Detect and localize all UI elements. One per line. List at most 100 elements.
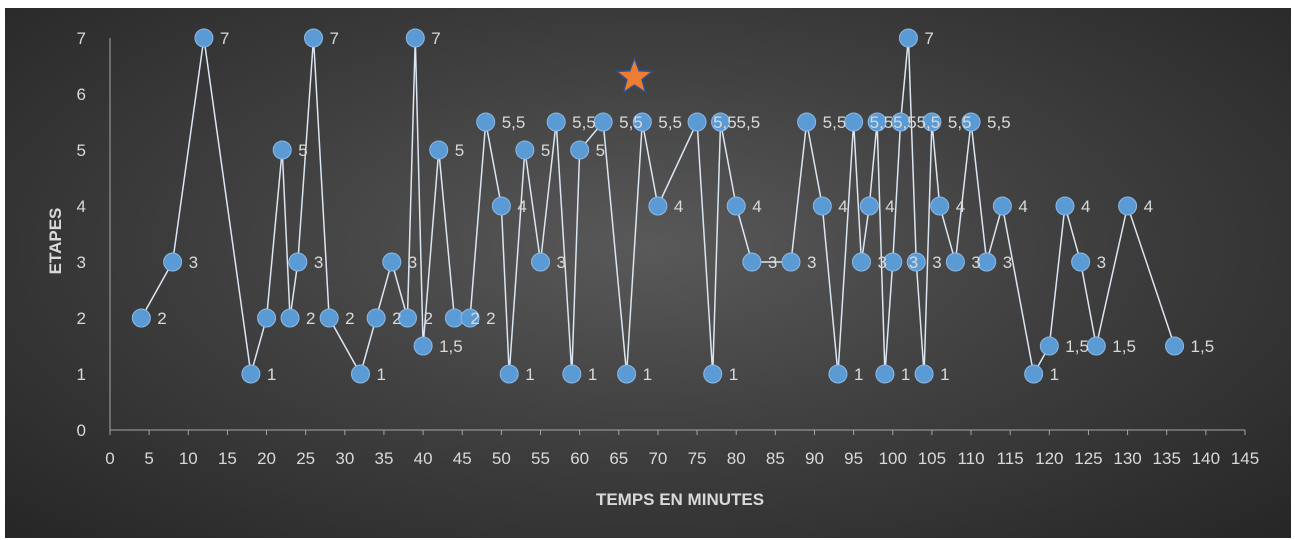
y-tick-label: 6 xyxy=(77,85,86,104)
data-label: 5,5 xyxy=(870,113,894,132)
data-point[interactable] xyxy=(1039,336,1059,356)
data-point[interactable] xyxy=(1118,196,1138,216)
data-label: 2 xyxy=(157,309,166,328)
x-tick-label: 25 xyxy=(296,449,315,468)
data-point[interactable] xyxy=(304,28,324,48)
data-label: 5,5 xyxy=(502,113,526,132)
data-point[interactable] xyxy=(844,112,864,132)
data-point[interactable] xyxy=(194,28,214,48)
scatter-chart: 0 5 10 15 20 25 30 35 40 45 50 55 60 65 70 75 80 85 90 95 10… xyxy=(46,28,1259,509)
y-tick-label: 5 xyxy=(77,141,86,160)
data-point[interactable] xyxy=(961,112,981,132)
data-point[interactable] xyxy=(405,28,425,48)
data-point[interactable] xyxy=(1086,336,1106,356)
data-point[interactable] xyxy=(812,196,832,216)
data-label: 1 xyxy=(525,365,534,384)
x-tick-label: 40 xyxy=(414,449,433,468)
data-label: 1,5 xyxy=(1112,337,1136,356)
data-label: 3 xyxy=(557,253,566,272)
data-point[interactable] xyxy=(319,308,339,328)
data-point[interactable] xyxy=(562,364,582,384)
data-point[interactable] xyxy=(703,364,723,384)
data-label: 3 xyxy=(909,253,918,272)
data-label: 4 xyxy=(885,197,894,216)
data-point[interactable] xyxy=(977,252,997,272)
data-point[interactable] xyxy=(632,112,652,132)
data-point[interactable] xyxy=(476,112,496,132)
data-point[interactable] xyxy=(726,196,746,216)
data-label: 3 xyxy=(314,253,323,272)
data-point[interactable] xyxy=(288,252,308,272)
data-point[interactable] xyxy=(648,196,668,216)
data-point[interactable] xyxy=(914,364,934,384)
data-point[interactable] xyxy=(797,112,817,132)
data-point[interactable] xyxy=(531,252,551,272)
data-point[interactable] xyxy=(272,140,292,160)
data-point[interactable] xyxy=(570,140,590,160)
data-point[interactable] xyxy=(429,140,449,160)
data-point[interactable] xyxy=(992,196,1012,216)
data-point[interactable] xyxy=(382,252,402,272)
data-point[interactable] xyxy=(617,364,637,384)
data-label: 1 xyxy=(901,365,910,384)
data-point[interactable] xyxy=(241,364,261,384)
x-tick-label: 45 xyxy=(453,449,472,468)
data-label: 2 xyxy=(345,309,354,328)
data-point[interactable] xyxy=(593,112,613,132)
y-tick-label: 7 xyxy=(77,29,86,48)
data-point[interactable] xyxy=(687,112,707,132)
data-point[interactable] xyxy=(397,308,417,328)
data-point[interactable] xyxy=(1024,364,1044,384)
x-tick-label: 135 xyxy=(1153,449,1181,468)
data-point[interactable] xyxy=(413,336,433,356)
data-label: 3 xyxy=(807,253,816,272)
data-point[interactable] xyxy=(257,308,277,328)
data-point[interactable] xyxy=(131,308,151,328)
x-tick-label: 140 xyxy=(1192,449,1220,468)
data-label: 1,5 xyxy=(1065,337,1089,356)
star-marker[interactable] xyxy=(614,56,655,95)
x-tick-label: 0 xyxy=(105,449,114,468)
x-tick-label: 130 xyxy=(1113,449,1141,468)
data-point[interactable] xyxy=(499,364,519,384)
data-point[interactable] xyxy=(491,196,511,216)
data-point[interactable] xyxy=(366,308,386,328)
data-point[interactable] xyxy=(859,196,879,216)
data-point[interactable] xyxy=(851,252,871,272)
chart-area: 0 5 10 15 20 25 30 35 40 45 50 55 60 65 70 75 80 85 90 95 10… xyxy=(5,8,1291,538)
data-label: 1,5 xyxy=(439,337,463,356)
data-label: 7 xyxy=(431,29,440,48)
data-label: 4 xyxy=(517,197,526,216)
data-point[interactable] xyxy=(1071,252,1091,272)
data-point[interactable] xyxy=(906,252,926,272)
data-point[interactable] xyxy=(922,112,942,132)
data-label: 4 xyxy=(956,197,965,216)
data-point[interactable] xyxy=(945,252,965,272)
data-label: 2 xyxy=(470,309,479,328)
data-label: 1 xyxy=(940,365,949,384)
data-point[interactable] xyxy=(1165,336,1185,356)
data-point[interactable] xyxy=(867,112,887,132)
data-point[interactable] xyxy=(891,112,911,132)
data-point[interactable] xyxy=(1055,196,1075,216)
data-point[interactable] xyxy=(828,364,848,384)
data-label: 1 xyxy=(643,365,652,384)
data-point[interactable] xyxy=(883,252,903,272)
data-point[interactable] xyxy=(930,196,950,216)
data-point[interactable] xyxy=(711,112,731,132)
data-point[interactable] xyxy=(280,308,300,328)
data-point[interactable] xyxy=(898,28,918,48)
data-label: 3 xyxy=(877,253,886,272)
data-point[interactable] xyxy=(350,364,370,384)
data-point[interactable] xyxy=(875,364,895,384)
data-label: 4 xyxy=(1018,197,1027,216)
data-point[interactable] xyxy=(515,140,535,160)
y-tick-label: 1 xyxy=(77,365,86,384)
data-point[interactable] xyxy=(546,112,566,132)
data-label: 7 xyxy=(220,29,229,48)
data-point[interactable] xyxy=(781,252,801,272)
data-point[interactable] xyxy=(460,308,480,328)
data-point[interactable] xyxy=(742,252,762,272)
data-point[interactable] xyxy=(163,252,183,272)
data-label: 4 xyxy=(752,197,761,216)
